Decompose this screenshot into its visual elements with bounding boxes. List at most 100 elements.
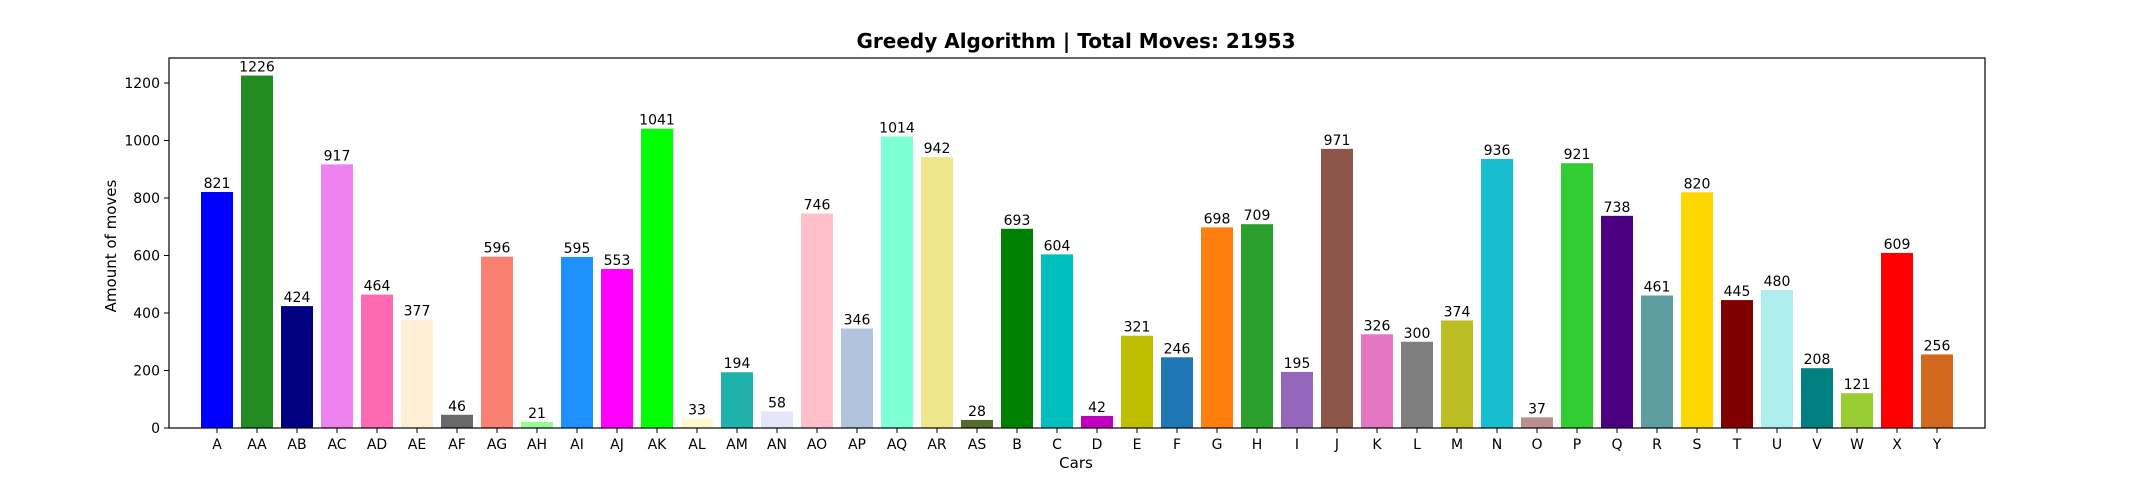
- bar-ao: [801, 213, 833, 428]
- bar-value-label-ai: 595: [564, 241, 591, 257]
- bar-f: [1161, 357, 1193, 428]
- x-tick-label-u: U: [1772, 437, 1782, 453]
- y-tick-label-200: 200: [133, 364, 160, 380]
- bar-value-label-t: 445: [1724, 284, 1751, 300]
- x-tick-label-i: I: [1295, 437, 1299, 453]
- x-tick-label-ae: AE: [408, 437, 426, 453]
- bar-value-label-ad: 464: [364, 279, 391, 295]
- x-tick-label-r: R: [1652, 437, 1662, 453]
- bar-value-label-as: 28: [968, 404, 986, 420]
- x-tick-label-t: T: [1732, 437, 1742, 453]
- bar-h: [1241, 224, 1273, 428]
- x-tick-label-ac: AC: [327, 437, 346, 453]
- bar-ah: [521, 421, 553, 428]
- bar-aa: [241, 75, 273, 428]
- x-tick-label-ak: AK: [648, 437, 668, 453]
- bar-value-label-y: 256: [1924, 338, 1951, 354]
- x-tick-label-an: AN: [767, 437, 787, 453]
- bar-value-label-am: 194: [724, 356, 751, 372]
- bar-aq: [881, 136, 913, 429]
- bar-c: [1041, 254, 1073, 428]
- bar-j: [1321, 148, 1353, 428]
- x-tick-label-d: D: [1092, 437, 1103, 453]
- bar-value-label-j: 971: [1324, 133, 1351, 149]
- bar-ar: [921, 157, 953, 428]
- x-tick-label-am: AM: [726, 437, 748, 453]
- x-tick-label-n: N: [1492, 437, 1502, 453]
- bar-as: [961, 419, 993, 428]
- y-tick-label-1000: 1000: [124, 134, 160, 150]
- bar-af: [441, 414, 473, 428]
- bar-value-label-f: 246: [1164, 341, 1191, 357]
- bar-value-label-i: 195: [1284, 356, 1311, 372]
- bar-value-label-q: 738: [1604, 200, 1631, 216]
- bar-value-label-o: 37: [1528, 401, 1546, 417]
- x-tick-label-h: H: [1252, 437, 1263, 453]
- bar-am: [721, 372, 753, 428]
- bar-a: [201, 191, 233, 428]
- bar-ak: [641, 128, 673, 428]
- x-tick-label-c: C: [1052, 437, 1062, 453]
- bar-o: [1521, 417, 1553, 428]
- bar-value-label-ar: 942: [924, 141, 951, 157]
- bar-ab: [281, 306, 313, 428]
- bar-l: [1401, 341, 1433, 428]
- x-tick-label-a: A: [212, 437, 222, 453]
- bar-value-label-w: 121: [1844, 377, 1871, 393]
- x-tick-label-l: L: [1413, 437, 1421, 453]
- y-tick-label-1200: 1200: [124, 76, 160, 92]
- x-tick-label-p: P: [1573, 437, 1581, 453]
- bar-value-label-ah: 21: [528, 406, 546, 422]
- bar-value-label-p: 921: [1564, 147, 1591, 163]
- bar-y: [1921, 354, 1953, 428]
- x-tick-label-f: F: [1173, 437, 1181, 453]
- bar-i: [1281, 371, 1313, 428]
- bar-value-label-k: 326: [1364, 318, 1391, 334]
- bar-q: [1601, 215, 1633, 428]
- x-tick-label-y: Y: [1932, 437, 1942, 453]
- bar-x: [1881, 252, 1913, 428]
- x-tick-label-w: W: [1850, 437, 1864, 453]
- axes-layer: A AA AB AC AD AE AF AG AH AI AJ AK AL AM AN AO AP AQ AR AS B…: [124, 57, 1986, 453]
- bar-value-label-e: 321: [1124, 320, 1151, 336]
- x-tick-label-ag: AG: [487, 437, 507, 453]
- bar-value-label-al: 33: [688, 403, 706, 419]
- chart-title: Greedy Algorithm | Total Moves: 21953: [857, 29, 1296, 53]
- x-tick-label-af: AF: [448, 437, 466, 453]
- bar-s: [1681, 192, 1713, 428]
- bar-b: [1001, 228, 1033, 428]
- bar-value-label-v: 208: [1804, 352, 1831, 368]
- bar-d: [1081, 415, 1113, 428]
- bar-value-label-ae: 377: [404, 304, 431, 320]
- y-tick-label-0: 0: [151, 421, 160, 437]
- x-tick-label-ai: AI: [570, 437, 584, 453]
- x-tick-label-m: M: [1451, 437, 1463, 453]
- bar-value-label-ak: 1041: [639, 113, 675, 129]
- bar-value-label-af: 46: [448, 399, 466, 415]
- bar-ag: [481, 256, 513, 428]
- bar-r: [1641, 295, 1673, 428]
- x-tick-label-aa: AA: [247, 437, 267, 453]
- x-tick-label-ad: AD: [367, 437, 387, 453]
- bar-value-label-aq: 1014: [879, 120, 915, 136]
- bar-value-label-n: 936: [1484, 143, 1511, 159]
- bar-an: [761, 411, 793, 428]
- bar-value-label-an: 58: [768, 395, 786, 411]
- bar-value-label-aa: 1226: [239, 60, 275, 76]
- bar-ac: [321, 164, 353, 428]
- bar-ad: [361, 294, 393, 428]
- bar-value-label-s: 820: [1684, 176, 1711, 192]
- bar-value-label-c: 604: [1044, 238, 1071, 254]
- x-tick-label-o: O: [1531, 437, 1542, 453]
- bar-value-label-ac: 917: [324, 148, 351, 164]
- bar-aj: [601, 269, 633, 428]
- x-tick-label-j: J: [1334, 437, 1339, 453]
- y-tick-label-800: 800: [133, 191, 160, 207]
- y-tick-label-600: 600: [133, 249, 160, 265]
- bar-value-label-b: 693: [1004, 213, 1031, 229]
- bar-al: [681, 418, 713, 428]
- x-tick-label-x: X: [1892, 437, 1902, 453]
- x-tick-label-b: B: [1012, 437, 1022, 453]
